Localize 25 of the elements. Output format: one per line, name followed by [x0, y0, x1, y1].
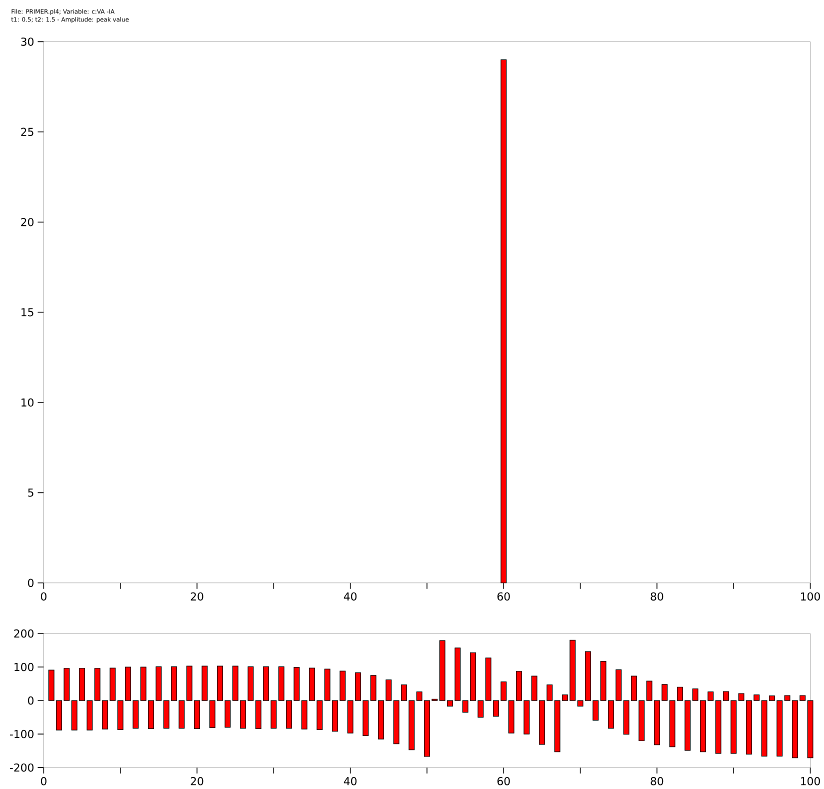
x-tick-label: 0	[40, 592, 46, 600]
x-tick-label: 60	[497, 776, 510, 786]
x-tick-label: 100	[801, 776, 820, 786]
x-tick-label: 80	[650, 776, 664, 786]
x-tick-label: 20	[190, 592, 204, 600]
y-tick-label: 5	[28, 488, 34, 497]
y-tick-label: 0	[28, 578, 34, 587]
x-tick-label: 40	[344, 776, 357, 786]
x-tick-label: 60	[497, 592, 510, 600]
y-tick-label: 10	[22, 398, 34, 406]
bar	[807, 700, 814, 758]
y-tick-label: 30	[21, 37, 34, 46]
y-tick-label: -100	[10, 730, 34, 738]
y-tick-label: -200	[10, 763, 34, 772]
y-tick-label: 200	[14, 629, 34, 638]
y-tick-label: 25	[21, 128, 34, 136]
x-tick-label: 0	[40, 776, 46, 786]
x-tick-label: 40	[344, 592, 357, 600]
x-tick-label: 80	[650, 592, 664, 600]
x-tick-label: 100	[801, 592, 820, 600]
y-tick-label: 15	[22, 308, 34, 316]
y-tick-label: 20	[21, 218, 34, 226]
y-tick-label: 0	[28, 696, 34, 704]
x-tick-label: 20	[190, 776, 204, 786]
y-tick-label: 100	[14, 662, 34, 671]
